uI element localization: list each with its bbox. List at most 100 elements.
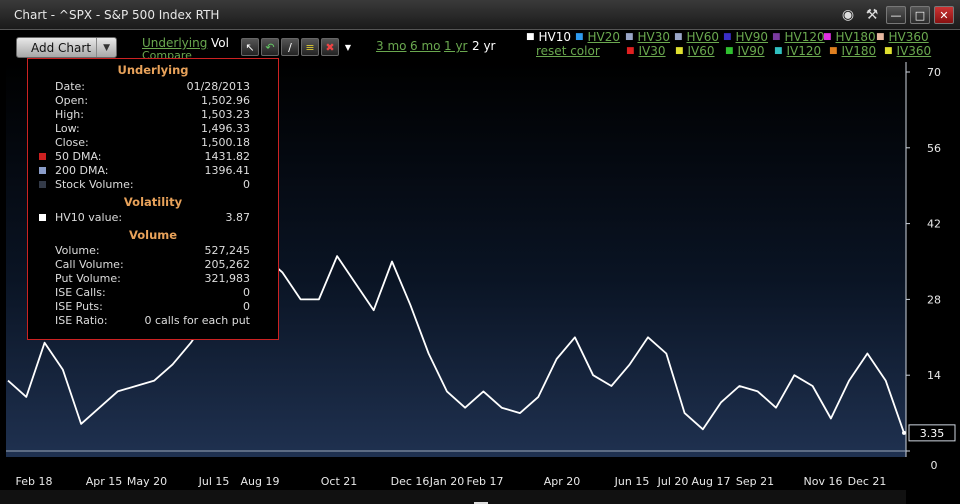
range-2yr[interactable]: 2 yr bbox=[472, 39, 496, 53]
x-tick-label: Nov 16 bbox=[804, 475, 843, 488]
tooltip-row-iseratio: ISE Ratio: 0 calls for each put bbox=[28, 314, 278, 328]
camera-icon[interactable]: ◉ bbox=[841, 7, 855, 23]
hv10-swatch bbox=[39, 214, 46, 221]
stockvol-label: Stock Volume: bbox=[55, 178, 134, 191]
tools-menu-chevron-icon[interactable]: ▼ bbox=[344, 42, 352, 52]
reset-color-link[interactable]: reset color bbox=[536, 44, 600, 58]
legend-iv60[interactable]: ■ IV60 bbox=[675, 44, 715, 58]
underlying-section-title: Underlying bbox=[117, 63, 189, 77]
pointer-icon[interactable]: ↖ bbox=[241, 38, 259, 56]
volatility-section-title: Volatility bbox=[123, 195, 183, 209]
lines-icon[interactable]: ≡ bbox=[301, 38, 319, 56]
legend-label: IV180 bbox=[841, 44, 877, 58]
legend-label: IV60 bbox=[687, 44, 715, 58]
legend-hv30[interactable]: ■ HV30 bbox=[625, 30, 670, 44]
wrench-icon[interactable]: ⚒ bbox=[865, 7, 879, 23]
tooltip-row-high: High: 1,503.23 bbox=[28, 108, 278, 122]
delete-drawings-icon[interactable]: ✖ bbox=[321, 38, 339, 56]
close-label: Close: bbox=[55, 136, 89, 149]
legend-hv360[interactable]: ■ HV360 bbox=[876, 30, 929, 44]
range-1yr[interactable]: 1 yr bbox=[444, 39, 468, 53]
isecalls-label: ISE Calls: bbox=[55, 286, 106, 299]
x-tick-label: Feb 18 bbox=[16, 475, 53, 488]
legend-hv20[interactable]: ■ HV20 bbox=[575, 30, 620, 44]
tooltip-row-callvol: Call Volume: 205,262 bbox=[28, 258, 278, 272]
last-value-dot bbox=[902, 430, 906, 435]
add-chart-button[interactable]: Add Chart ▼ bbox=[16, 37, 117, 58]
legend-swatch: ■ bbox=[575, 32, 584, 42]
dma50-label: 50 DMA: bbox=[55, 150, 102, 163]
window-controls: ◉ ⚒ — □ ✕ bbox=[838, 6, 954, 24]
stockvol-swatch bbox=[39, 181, 46, 188]
legend-label: HV60 bbox=[686, 30, 720, 44]
window-titlebar: Chart - ^SPX - S&P 500 Index RTH ◉ ⚒ — □… bbox=[0, 0, 960, 30]
close-value: 1,500.18 bbox=[201, 136, 250, 149]
legend-iv30[interactable]: ■ IV30 bbox=[626, 44, 666, 58]
tooltip-row-iseputs: ISE Puts: 0 bbox=[28, 300, 278, 314]
minimize-button[interactable]: — bbox=[886, 6, 906, 24]
legend-label: HV20 bbox=[587, 30, 621, 44]
legend-hv120[interactable]: ■ HV120 bbox=[772, 30, 825, 44]
legend-swatch: ■ bbox=[625, 32, 634, 42]
x-tick-label: Apr 15 bbox=[86, 475, 123, 488]
draw-line-icon[interactable]: ∕ bbox=[281, 38, 299, 56]
underlying-link[interactable]: Underlying bbox=[142, 36, 208, 50]
range-3mo[interactable]: 3 mo bbox=[376, 39, 407, 53]
open-label: Open: bbox=[55, 94, 89, 107]
x-tick-label: Dec 21 bbox=[848, 475, 887, 488]
x-tick-label: Jun 15 bbox=[614, 475, 650, 488]
low-value: 1,496.33 bbox=[201, 122, 250, 135]
dma50-value: 1431.82 bbox=[204, 150, 251, 163]
legend-hv90[interactable]: ■ HV90 bbox=[723, 30, 768, 44]
tooltip-row-putvol: Put Volume: 321,983 bbox=[28, 272, 278, 286]
hv10-label: HV10 value: bbox=[55, 211, 123, 224]
tooltip-row-dma200: 200 DMA: 1396.41 bbox=[28, 164, 278, 178]
callvol-value: 205,262 bbox=[204, 258, 251, 271]
dma200-swatch bbox=[39, 167, 46, 174]
callvol-label: Call Volume: bbox=[55, 258, 124, 271]
legend-swatch: ■ bbox=[675, 46, 684, 56]
scroll-thumb bbox=[474, 502, 488, 504]
legend-label: HV90 bbox=[735, 30, 769, 44]
legend-swatch: ■ bbox=[772, 32, 781, 42]
close-button[interactable]: ✕ bbox=[934, 6, 954, 24]
tooltip-row-low: Low: 1,496.33 bbox=[28, 122, 278, 136]
y-tick-label: 42 bbox=[927, 218, 941, 231]
legend-iv360[interactable]: ■ IV360 bbox=[884, 44, 931, 58]
y-tick-label: 70 bbox=[927, 66, 941, 79]
legend-swatch: ■ bbox=[674, 32, 683, 42]
volume-label: Volume: bbox=[55, 244, 100, 257]
legend-swatch: ■ bbox=[884, 46, 893, 56]
legend-hv10[interactable]: ■ HV10 bbox=[526, 30, 571, 44]
legend-hv60[interactable]: ■ HV60 bbox=[674, 30, 719, 44]
hv10-series-line bbox=[7, 114, 905, 434]
legend-label: HV10 bbox=[538, 30, 572, 44]
x-tick-label: Apr 20 bbox=[544, 475, 581, 488]
range-6mo[interactable]: 6 mo bbox=[410, 39, 441, 53]
legend-swatch: ■ bbox=[774, 46, 783, 56]
legend-label: IV90 bbox=[737, 44, 765, 58]
x-tick-label: Jul 20 bbox=[657, 475, 689, 488]
legend-swatch: ■ bbox=[725, 46, 734, 56]
tooltip-row-stockvol: Stock Volume: 0 bbox=[28, 178, 278, 192]
chevron-down-icon[interactable]: ▼ bbox=[96, 38, 116, 57]
tooltip-row-hv10: HV10 value: 3.87 bbox=[28, 211, 278, 225]
legend-iv120[interactable]: ■ IV120 bbox=[774, 44, 821, 58]
last-value-label: 3.35 bbox=[920, 427, 945, 440]
putvol-value: 321,983 bbox=[204, 272, 251, 285]
maximize-button[interactable]: □ bbox=[910, 6, 930, 24]
dma200-value: 1396.41 bbox=[204, 164, 251, 177]
tooltip-row-isecalls: ISE Calls: 0 bbox=[28, 286, 278, 300]
legend-iv90[interactable]: ■ IV90 bbox=[725, 44, 765, 58]
x-tick-label: Feb 17 bbox=[467, 475, 504, 488]
last-value-box bbox=[908, 424, 956, 442]
iseratio-label: ISE Ratio: bbox=[55, 314, 108, 327]
legend-swatch: ■ bbox=[723, 32, 732, 42]
legend-iv180[interactable]: ■ IV180 bbox=[829, 44, 876, 58]
data-tooltip: Underlying Date: 01/28/2013 Open: 1,502.96… bbox=[27, 58, 279, 340]
legend-label: IV360 bbox=[896, 44, 932, 58]
legend-hv180[interactable]: ■ HV180 bbox=[823, 30, 876, 44]
vol-tab[interactable]: Vol bbox=[211, 36, 229, 50]
undo-icon[interactable]: ↶ bbox=[261, 38, 279, 56]
x-tick-label: Jul 15 bbox=[198, 475, 230, 488]
